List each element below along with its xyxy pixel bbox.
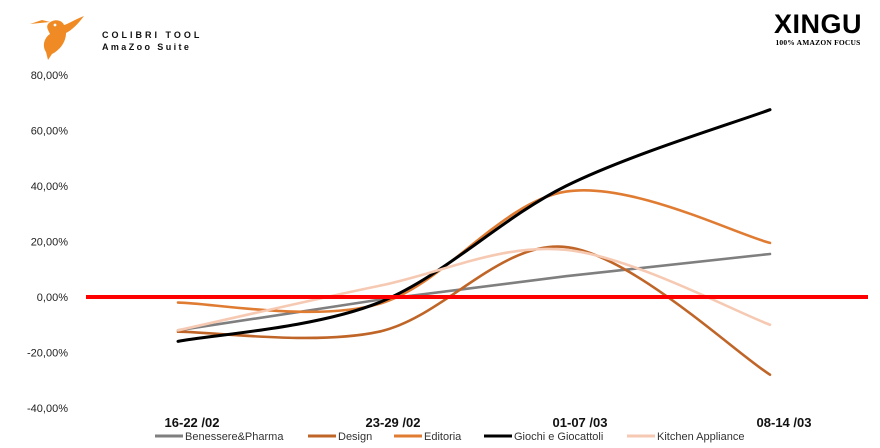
series-line-editoria	[176, 189, 772, 314]
series-line-giochi-e-giocattoli	[176, 108, 772, 343]
x-tick-label: 08-14 /03	[757, 415, 812, 430]
legend-label: Benessere&Pharma	[185, 431, 284, 443]
x-axis-ticks: 16-22 /02 23-29 /02 01-07 /03 08-14 /03	[165, 415, 812, 430]
partner-logo-block: XINGU 100% AMAZON FOCUS	[774, 10, 862, 47]
y-tick-label: 40,00%	[31, 181, 69, 193]
hummingbird-icon	[30, 16, 84, 60]
legend: Benessere&Pharma Design Editoria Giochi e G…	[155, 431, 744, 443]
y-tick-label: -40,00%	[27, 403, 68, 415]
legend-label: Design	[338, 431, 372, 443]
partner-logo: XINGU	[773, 9, 862, 39]
partner-tagline: 100% AMAZON FOCUS	[775, 38, 861, 47]
brand-subtitle: AmaZoo Suite	[102, 42, 192, 52]
brand-block: COLIBRI TOOL AmaZoo Suite	[28, 16, 202, 60]
legend-label: Giochi e Giocattoli	[514, 431, 603, 443]
x-tick-label: 01-07 /03	[553, 415, 608, 430]
y-tick-label: 0,00%	[37, 292, 68, 304]
y-tick-label: -20,00%	[27, 348, 68, 360]
legend-label: Kitchen Appliance	[657, 431, 744, 443]
legend-label: Editoria	[424, 431, 462, 443]
series-lines	[176, 108, 772, 376]
x-tick-label: 16-22 /02	[165, 415, 220, 430]
series-line-kitchen-appliance	[176, 247, 772, 332]
brand-text: COLIBRI TOOL AmaZoo Suite	[102, 29, 202, 53]
series-line-benessere-pharma	[176, 252, 772, 332]
y-tick-label: 20,00%	[31, 237, 69, 249]
y-axis-ticks: -40,00% -20,00% 0,00% 20,00% 40,00% 60,00% 80,…	[27, 70, 68, 415]
x-tick-label: 23-29 /02	[366, 415, 421, 430]
brand-title: COLIBRI TOOL	[102, 30, 203, 40]
series-line-design	[176, 245, 772, 376]
header: COLIBRI TOOL AmaZoo Suite XINGU 100% AMA…	[0, 0, 880, 60]
y-tick-label: 80,00%	[31, 70, 69, 82]
y-tick-label: 60,00%	[31, 126, 69, 138]
